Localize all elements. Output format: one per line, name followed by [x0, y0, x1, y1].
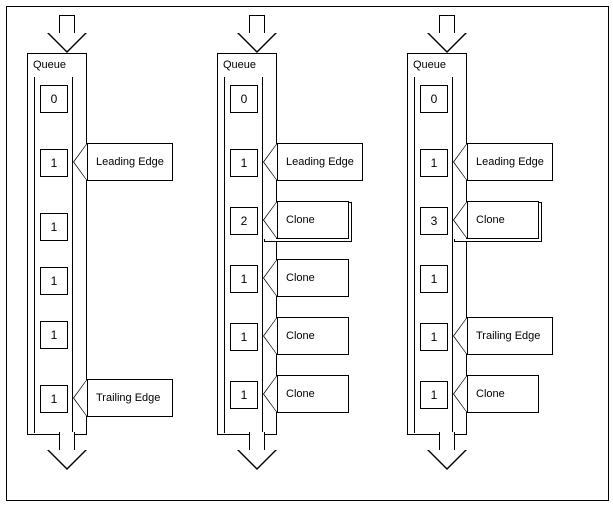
- callout-label: Clone: [277, 317, 349, 355]
- queue-cell: 1: [420, 323, 448, 351]
- queue-title: Queue: [223, 59, 256, 71]
- callout: Clone: [263, 375, 349, 413]
- queue-cell: 1: [230, 323, 258, 351]
- callout: Leading Edge: [73, 143, 173, 181]
- queue-cell: 1: [40, 385, 68, 413]
- lane-left: [224, 77, 225, 433]
- queue-cell: 1: [40, 149, 68, 177]
- callout: Leading Edge: [453, 143, 553, 181]
- lane-left: [34, 77, 35, 433]
- queue-cell: 1: [420, 265, 448, 293]
- callout: Clone: [453, 201, 539, 239]
- queue-cell: 0: [230, 85, 258, 113]
- callout-label: Trailing Edge: [87, 379, 173, 417]
- queue-cell: 1: [40, 267, 68, 295]
- callout: Clone: [453, 375, 539, 413]
- callout-label: Leading Edge: [277, 143, 363, 181]
- lane-left: [414, 77, 415, 433]
- queue-cell: 1: [230, 265, 258, 293]
- queue-cell: 3: [420, 207, 448, 235]
- queue-cell: 2: [230, 207, 258, 235]
- callout: Clone: [263, 201, 349, 239]
- callout-label: Clone: [467, 375, 539, 413]
- callout-label: Clone: [277, 201, 349, 239]
- callout-label: Trailing Edge: [467, 317, 553, 355]
- queue-cell: 0: [40, 85, 68, 113]
- callout: Clone: [263, 317, 349, 355]
- callout: Trailing Edge: [73, 379, 173, 417]
- callout-label: Clone: [277, 259, 349, 297]
- queue-cell: 1: [420, 381, 448, 409]
- diagram-frame: Queue 0 1 Leading Edge 1 1 1 1 Trailing Edge Queu…: [6, 6, 609, 501]
- queue-cell: 1: [230, 381, 258, 409]
- queue-cell: 1: [40, 321, 68, 349]
- callout-label: Leading Edge: [467, 143, 553, 181]
- queue-title: Queue: [33, 59, 66, 71]
- queue-cell: 0: [420, 85, 448, 113]
- callout-label: Clone: [467, 201, 539, 239]
- queue-title: Queue: [413, 59, 446, 71]
- queue-cell: 1: [230, 149, 258, 177]
- callout: Trailing Edge: [453, 317, 553, 355]
- callout-label: Clone: [277, 375, 349, 413]
- callout: Leading Edge: [263, 143, 363, 181]
- queue-cell: 1: [420, 149, 448, 177]
- queue-cell: 1: [40, 213, 68, 241]
- callout-label: Leading Edge: [87, 143, 173, 181]
- callout: Clone: [263, 259, 349, 297]
- diagram-canvas: Queue 0 1 Leading Edge 1 1 1 1 Trailing Edge Queu…: [0, 0, 613, 505]
